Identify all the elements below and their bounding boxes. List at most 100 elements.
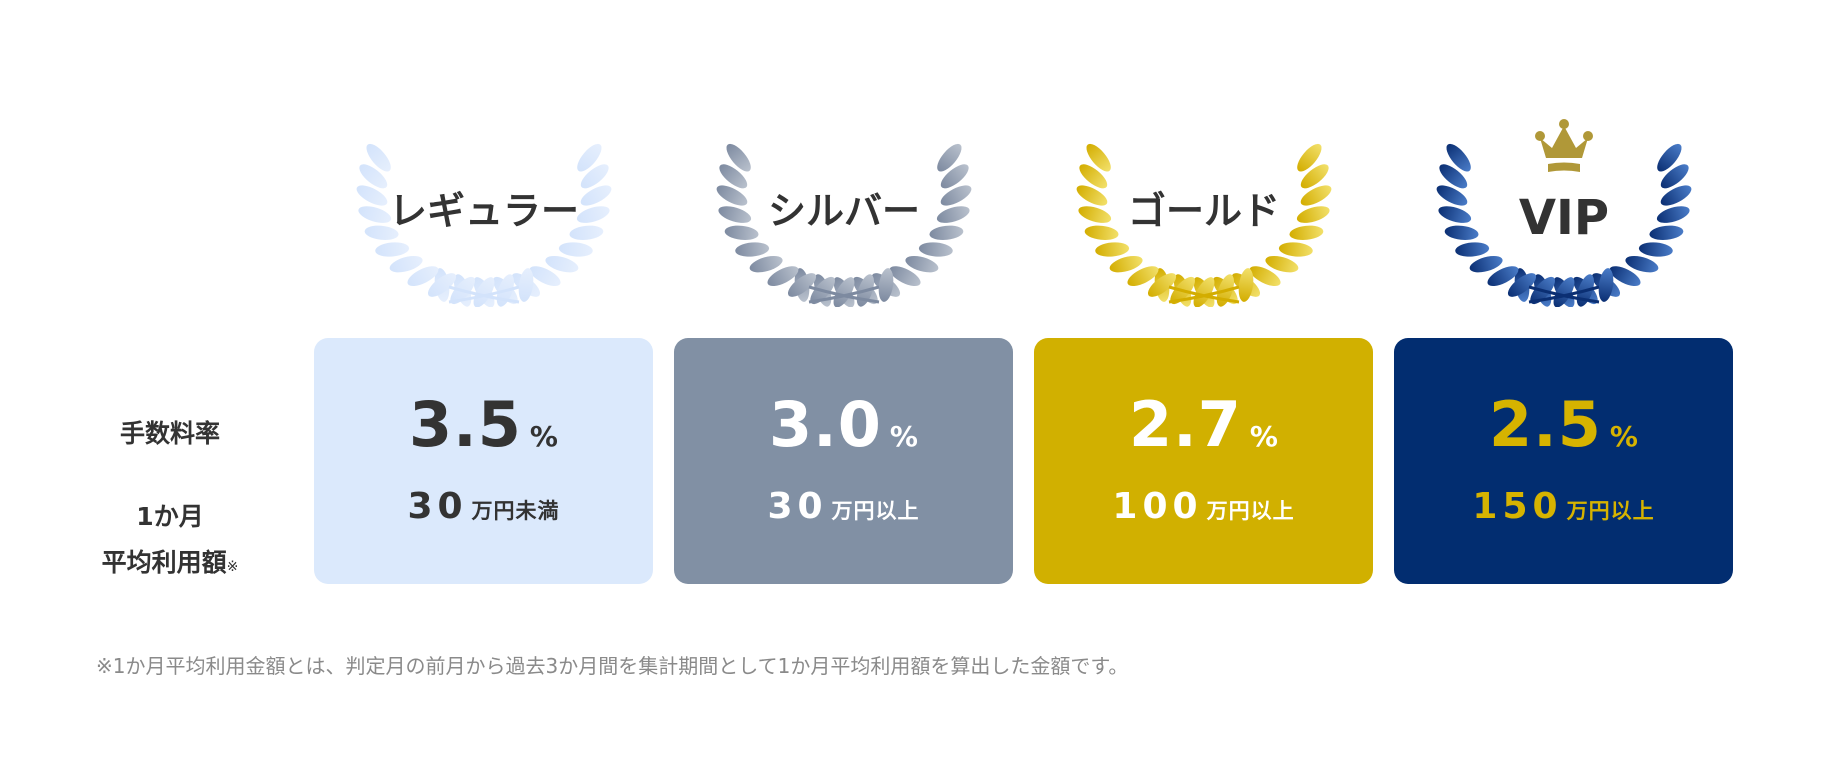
monthly-amount-unit: 万円以上	[1566, 499, 1655, 523]
laurel-leaf	[1446, 143, 1471, 172]
laurel-leaf	[1657, 143, 1682, 172]
laurel-leaf	[936, 206, 970, 223]
laurel-leaf	[1300, 164, 1329, 189]
laurel-leaf	[1300, 185, 1332, 206]
laurel-leaf	[1649, 225, 1684, 240]
laurel-leaf	[1598, 268, 1614, 302]
laurel-leaf	[1436, 185, 1468, 206]
laurel-leaf	[1439, 164, 1468, 189]
tier-name: VIP	[1518, 190, 1610, 246]
laurel-wreath-icon: ゴールド	[1064, 82, 1344, 307]
crown-icon	[1535, 119, 1593, 172]
laurel-leaf	[1438, 206, 1472, 223]
row-label-amount: 1か月 平均利用額※	[80, 494, 260, 590]
laurel-leaf	[718, 206, 752, 223]
laurel-leaf	[735, 242, 770, 257]
laurel-leaf	[1553, 277, 1575, 307]
laurel-leaf	[1147, 273, 1177, 297]
tier-card: 3.5% 30 万円未満	[314, 338, 653, 584]
row-label-amount-line1: 1か月	[136, 502, 204, 531]
fee-rate: 2.7%	[1034, 388, 1373, 461]
laurel-leaf	[1109, 255, 1143, 273]
note-mark: ※	[226, 559, 239, 575]
laurel-leaf	[1095, 242, 1130, 257]
fee-rate-unit: %	[529, 420, 558, 453]
laurel-leaf	[580, 185, 612, 206]
tier-card: 2.7% 100 万円以上	[1034, 338, 1373, 584]
laurel-leaf	[358, 206, 392, 223]
laurel-leaf	[375, 242, 410, 257]
laurel-leaf	[1238, 268, 1254, 302]
laurel-leaf	[366, 143, 391, 172]
laurel-leaf	[1076, 185, 1108, 206]
laurel-leaf	[1469, 255, 1503, 273]
fee-rate-value: 3.0	[769, 388, 882, 461]
laurel-leaf	[878, 268, 894, 302]
monthly-amount: 100 万円以上	[1034, 486, 1373, 527]
laurel-leaf	[1078, 206, 1112, 223]
laurel-leaf	[389, 255, 423, 273]
laurel-leaf	[577, 143, 602, 172]
fee-rate: 3.5%	[314, 388, 653, 461]
fee-rate: 3.0%	[674, 388, 1013, 461]
laurel-leaf	[929, 225, 964, 240]
laurel-leaf	[1289, 225, 1324, 240]
laurel-leaf	[1638, 242, 1673, 257]
laurel-leaf	[1249, 266, 1281, 287]
tier-name: ゴールド	[1127, 189, 1280, 233]
laurel-ribbon	[808, 285, 880, 304]
laurel-leaf	[719, 164, 748, 189]
laurel-leaf	[1193, 277, 1215, 307]
monthly-amount-value: 150	[1472, 486, 1563, 527]
laurel-ribbon	[1168, 285, 1240, 304]
laurel-leaf	[1278, 242, 1313, 257]
laurel-leaf	[749, 255, 783, 273]
laurel-leaf	[787, 273, 817, 297]
laurel-leaf	[576, 206, 610, 223]
tier-card: 3.0% 30 万円以上	[674, 338, 1013, 584]
row-label-amount-line2: 平均利用額	[101, 548, 227, 577]
laurel-leaf	[427, 273, 457, 297]
laurel-leaf	[889, 266, 921, 287]
laurel-leaf	[1444, 225, 1479, 240]
laurel-ribbon	[1528, 285, 1600, 304]
row-label-amount-line2-wrap: 平均利用額※	[80, 540, 260, 590]
tier-name: シルバー	[767, 189, 920, 233]
laurel-leaf	[1079, 164, 1108, 189]
laurel-leaf	[1660, 185, 1692, 206]
laurel-leaf	[529, 266, 561, 287]
laurel-leaf	[1297, 143, 1322, 172]
laurel-leaf	[918, 242, 953, 257]
laurel-leaf	[407, 266, 439, 287]
laurel-leaf	[1084, 225, 1119, 240]
laurel-wreath-icon: シルバー	[704, 82, 984, 307]
laurel-leaf	[726, 143, 751, 172]
monthly-amount-unit: 万円以上	[831, 499, 920, 523]
laurel-leaf	[1086, 143, 1111, 172]
laurel-leaf	[580, 164, 609, 189]
laurel-leaf	[1296, 206, 1330, 223]
monthly-amount-value: 30	[767, 486, 828, 527]
laurel-leaf	[569, 225, 604, 240]
fee-rate-unit: %	[1249, 420, 1278, 453]
laurel-leaf	[356, 185, 388, 206]
laurel-leaf	[1625, 255, 1659, 273]
row-label-rate: 手数料率	[119, 419, 220, 448]
laurel-leaf	[716, 185, 748, 206]
tier-name: レギュラー	[388, 189, 579, 233]
fee-rate-value: 2.5	[1489, 388, 1602, 461]
laurel-ribbon	[448, 285, 520, 304]
laurel-leaf	[767, 266, 799, 287]
monthly-amount-unit: 万円未満	[471, 499, 560, 523]
tier-card: 2.5% 150 万円以上	[1394, 338, 1733, 584]
monthly-amount: 30 万円以上	[674, 486, 1013, 527]
laurel-leaf	[833, 277, 855, 307]
laurel-leaf	[937, 143, 962, 172]
laurel-leaf	[518, 268, 534, 302]
fee-rate-value: 2.7	[1129, 388, 1242, 461]
laurel-leaf	[1265, 255, 1299, 273]
laurel-leaf	[905, 255, 939, 273]
laurel-leaf	[940, 164, 969, 189]
fee-rate-unit: %	[1609, 420, 1638, 453]
laurel-leaf	[1455, 242, 1490, 257]
